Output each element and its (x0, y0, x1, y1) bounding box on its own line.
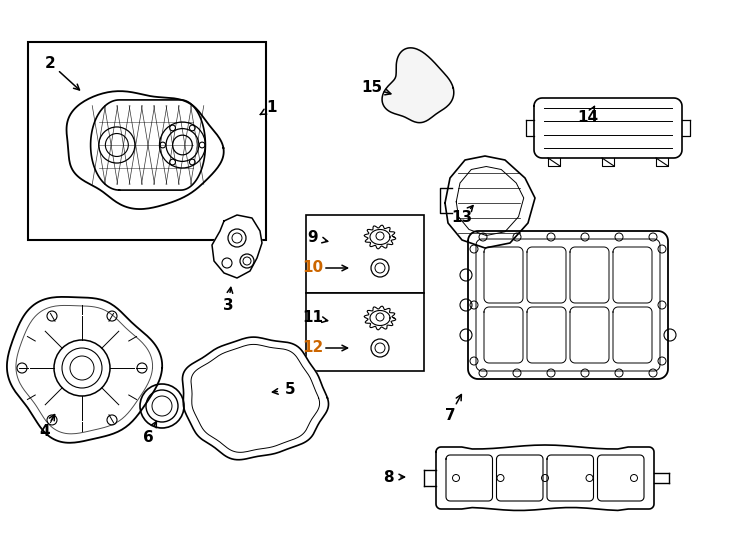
Polygon shape (183, 337, 329, 460)
Polygon shape (90, 100, 206, 190)
Polygon shape (597, 455, 644, 501)
Polygon shape (496, 455, 543, 501)
Text: 15: 15 (361, 80, 382, 96)
Text: 1: 1 (266, 100, 277, 116)
Text: 6: 6 (142, 429, 153, 444)
Polygon shape (382, 48, 454, 123)
Text: 13: 13 (451, 211, 473, 226)
Polygon shape (212, 215, 262, 278)
Polygon shape (7, 297, 162, 443)
Text: 3: 3 (222, 298, 233, 313)
Text: 8: 8 (382, 469, 393, 484)
Text: 4: 4 (40, 424, 51, 440)
Text: 2: 2 (45, 56, 55, 71)
Bar (306, 215, 424, 293)
Text: 10: 10 (302, 260, 324, 275)
Text: 7: 7 (445, 408, 455, 422)
Text: 9: 9 (308, 231, 319, 246)
Text: 5: 5 (285, 382, 295, 397)
Polygon shape (534, 98, 682, 158)
Bar (306, 293, 424, 371)
Polygon shape (436, 445, 654, 510)
Text: 14: 14 (578, 111, 598, 125)
Polygon shape (446, 455, 493, 501)
Bar (28, 42, 266, 240)
Text: 11: 11 (302, 310, 324, 326)
Polygon shape (468, 231, 668, 379)
Text: 12: 12 (302, 341, 324, 355)
Polygon shape (445, 156, 535, 248)
Polygon shape (547, 455, 594, 501)
